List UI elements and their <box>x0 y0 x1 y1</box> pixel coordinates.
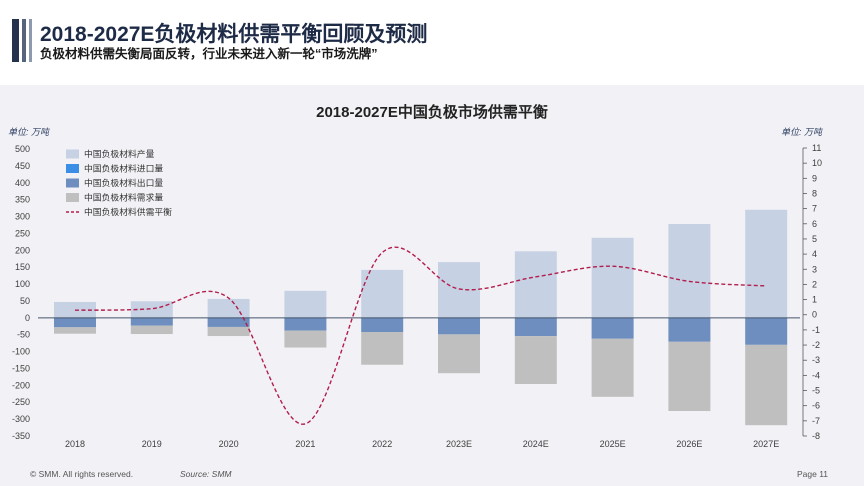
page-number: Page 11 <box>797 469 829 479</box>
y-tick-label: 500 <box>15 144 30 154</box>
bar-export <box>284 317 327 331</box>
bar-demand <box>54 327 96 334</box>
x-tick-label: 2024E <box>523 439 549 449</box>
chart-panel <box>0 85 864 486</box>
y2-tick-label: 7 <box>812 204 817 214</box>
y2-tick-label: -8 <box>812 431 820 441</box>
bar-export <box>514 317 557 337</box>
bar-demand <box>668 341 711 412</box>
y2-tick-label: -5 <box>812 386 820 396</box>
y2-tick-label: 9 <box>812 173 817 183</box>
bar-demand <box>438 334 480 374</box>
header-accent-bar <box>22 19 26 62</box>
y-tick-label: 150 <box>15 262 30 272</box>
balance-line <box>74 246 767 425</box>
legend-swatch-import <box>66 164 79 173</box>
y-tick-label: -350 <box>12 431 30 441</box>
x-tick-label: 2019 <box>142 439 162 449</box>
bar-export <box>438 317 480 335</box>
y-tick-label: -100 <box>12 347 30 357</box>
legend-label-balance: 中国负极材料供需平衡 <box>84 206 172 217</box>
y-tick-label: 350 <box>15 195 30 205</box>
y2-tick-label: 3 <box>812 264 817 274</box>
y2-tick-label: 2 <box>812 279 817 289</box>
y2-axis-unit-label: 单位: 万吨 <box>781 127 824 137</box>
y2-tick-label: -7 <box>812 416 820 426</box>
header-accent-bar <box>29 19 32 62</box>
x-tick-label: 2020 <box>219 439 239 449</box>
copyright-text: © SMM. All rights reserved. <box>30 469 134 479</box>
legend-swatch-export <box>66 178 79 188</box>
x-tick-label: 2022 <box>372 439 392 449</box>
y-axis-unit-label: 单位: 万吨 <box>8 127 51 137</box>
y2-tick-label: -1 <box>812 325 820 335</box>
bar-production <box>668 223 711 318</box>
x-tick-label: 2026E <box>676 439 702 449</box>
y2-tick-label: 11 <box>812 143 821 153</box>
bar-demand <box>591 338 634 397</box>
y-tick-label: 450 <box>15 161 30 171</box>
bar-production <box>361 269 404 318</box>
y2-tick-label: -4 <box>812 370 820 380</box>
y-tick-label: -250 <box>12 397 30 407</box>
bar-export <box>207 317 250 327</box>
x-tick-label: 2027E <box>753 439 779 449</box>
x-tick-label: 2025E <box>600 439 626 449</box>
y2-tick-label: 8 <box>812 188 817 198</box>
bar-demand <box>284 330 327 348</box>
x-tick-label: 2018 <box>65 439 85 449</box>
y-tick-label: 250 <box>15 228 30 238</box>
bar-demand <box>745 344 788 426</box>
y2-tick-label: 4 <box>812 249 817 259</box>
bar-production <box>207 298 250 318</box>
source-text: Source: SMM <box>180 469 232 479</box>
x-tick-label: 2023E <box>446 439 472 449</box>
header-accent-bar <box>12 19 19 62</box>
chart-title: 2018-2027E中国负极市场供需平衡 <box>316 103 548 121</box>
y-tick-label: 400 <box>15 178 30 188</box>
legend-label-production: 中国负极材料产量 <box>84 148 155 159</box>
y2-tick-label: -6 <box>812 401 820 411</box>
bar-export <box>130 317 173 326</box>
y2-tick-label: -3 <box>812 355 820 365</box>
y-tick-label: -200 <box>12 380 30 390</box>
bar-export <box>54 317 96 328</box>
bar-export <box>361 317 404 333</box>
y-tick-label: -50 <box>17 330 30 340</box>
legend-label-import: 中国负极材料进口量 <box>84 163 163 174</box>
bar-production <box>514 251 557 318</box>
y2-tick-label: -2 <box>812 340 820 350</box>
bar-production <box>284 290 327 318</box>
bar-production <box>591 237 634 318</box>
y-tick-label: 0 <box>25 313 30 323</box>
bar-demand <box>361 332 404 365</box>
page-subtitle: 负极材料供需失衡局面反转，行业未来进入新一轮“市场洗牌” <box>40 47 378 61</box>
bar-demand <box>130 325 173 335</box>
y2-tick-label: 5 <box>812 234 817 244</box>
bar-demand <box>207 326 250 337</box>
y-tick-label: -300 <box>12 414 30 424</box>
legend-label-demand: 中国负极材料需求量 <box>84 192 163 203</box>
y2-tick-label: 0 <box>812 310 817 320</box>
y-tick-label: 200 <box>15 245 30 255</box>
y-tick-label: 300 <box>15 212 30 222</box>
legend-swatch-demand <box>66 193 79 202</box>
bar-export <box>745 317 788 345</box>
y2-tick-label: 6 <box>812 219 817 229</box>
bar-export <box>591 317 634 339</box>
y2-tick-label: 1 <box>812 295 817 305</box>
bar-export <box>668 317 711 342</box>
legend-swatch-production <box>66 149 79 159</box>
y-tick-label: 50 <box>20 296 30 306</box>
legend-label-export: 中国负极材料出口量 <box>84 177 163 188</box>
bar-demand <box>514 336 557 385</box>
y2-tick-label: 10 <box>812 158 822 168</box>
bar-production <box>130 301 173 318</box>
bar-production <box>745 209 788 318</box>
page-title: 2018-2027E负极材料供需平衡回顾及预测 <box>40 23 428 46</box>
y-tick-label: -150 <box>12 363 30 373</box>
y-tick-label: 100 <box>15 279 30 289</box>
x-tick-label: 2021 <box>295 439 315 449</box>
